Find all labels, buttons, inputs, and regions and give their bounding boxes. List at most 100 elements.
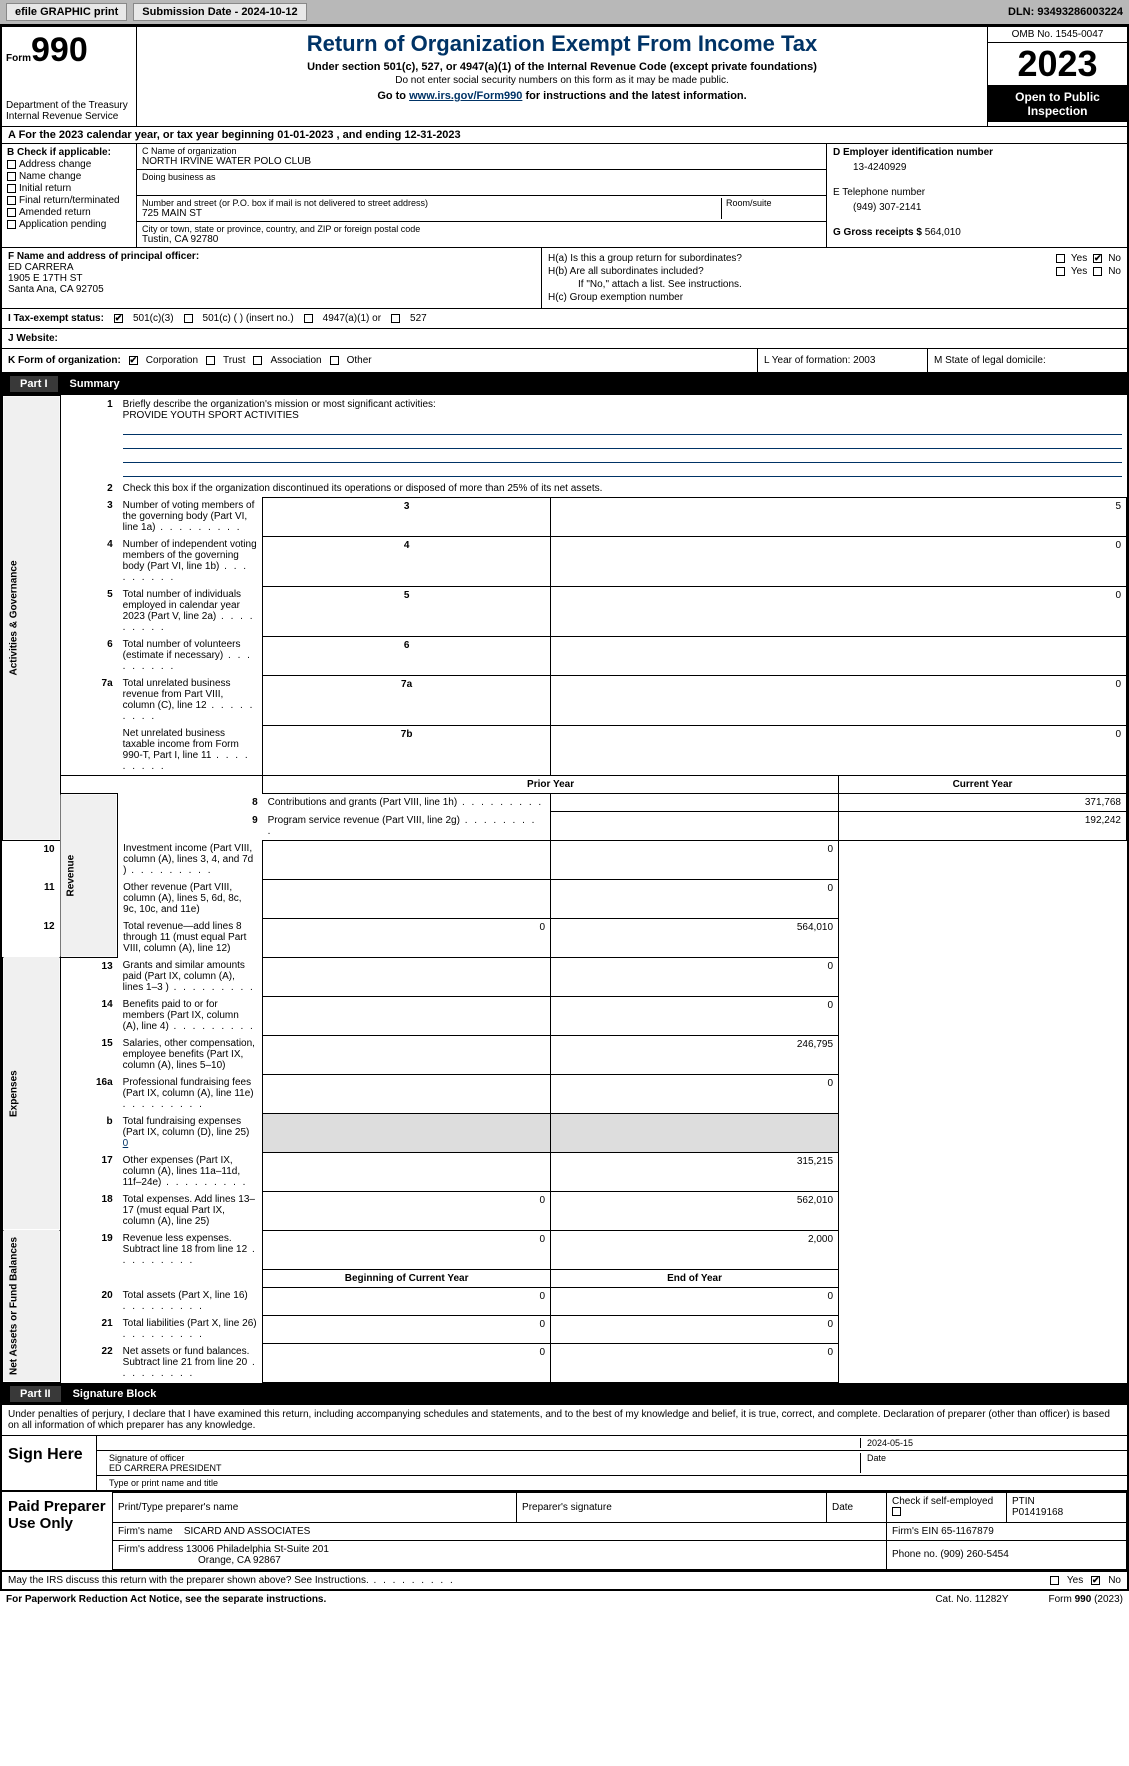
- org-name: NORTH IRVINE WATER POLO CLUB: [142, 156, 821, 167]
- checkbox-icon: [7, 196, 16, 205]
- val-21-cur: 0: [551, 1315, 839, 1343]
- form-990-number: 990: [31, 31, 88, 69]
- goto-prefix: Go to: [377, 90, 409, 102]
- l16b-text: Total fundraising expenses (Part IX, col…: [123, 1116, 250, 1138]
- chk-label: Application pending: [19, 219, 106, 230]
- header-center: Return of Organization Exempt From Incom…: [137, 27, 987, 126]
- chk-amended-return[interactable]: Amended return: [7, 207, 131, 218]
- period-begin: 01-01-2023: [277, 129, 333, 141]
- form-title: Return of Organization Exempt From Incom…: [145, 31, 979, 57]
- chk-initial-return[interactable]: Initial return: [7, 183, 131, 194]
- chk-label: Address change: [19, 159, 91, 170]
- chk-address-change[interactable]: Address change: [7, 159, 131, 170]
- officer-label: F Name and address of principal officer:: [8, 251, 535, 262]
- line-num: 3: [60, 497, 118, 536]
- line-22: Net assets or fund balances. Subtract li…: [118, 1343, 263, 1382]
- checkbox-icon[interactable]: [206, 356, 215, 365]
- chk-final-return[interactable]: Final return/terminated: [7, 195, 131, 206]
- val-10-prior: [263, 840, 551, 879]
- sig-name-row: Type or print name and title: [97, 1476, 1127, 1490]
- line-num: 16a: [60, 1074, 118, 1113]
- val-14-cur: 0: [551, 996, 839, 1035]
- assoc-label: Association: [270, 355, 321, 366]
- form-header: Form990 Department of the Treasury Inter…: [2, 27, 1127, 127]
- checkbox-icon[interactable]: [1093, 267, 1102, 276]
- checkbox-icon[interactable]: [1050, 1576, 1059, 1585]
- val-18-prior: 0: [263, 1191, 551, 1230]
- no-label: No: [1108, 1575, 1121, 1586]
- checkbox-icon[interactable]: [391, 314, 400, 323]
- checkbox-icon[interactable]: [304, 314, 313, 323]
- val-20-cur: 0: [551, 1287, 839, 1315]
- checkbox-checked-icon[interactable]: [1093, 254, 1102, 263]
- val-11-cur: 0: [551, 879, 839, 918]
- checkbox-icon[interactable]: [892, 1507, 901, 1516]
- chk-app-pending[interactable]: Application pending: [7, 219, 131, 230]
- line-13: Grants and similar amounts paid (Part IX…: [118, 957, 263, 996]
- discuss-row: May the IRS discuss this return with the…: [2, 1571, 1127, 1589]
- street-label: Number and street (or P.O. box if mail i…: [142, 198, 721, 208]
- form-990-bold: 990: [1075, 1594, 1092, 1605]
- val-19-cur: 2,000: [551, 1230, 839, 1269]
- sign-here-label: Sign Here: [2, 1436, 97, 1490]
- val-7b: 0: [551, 725, 1127, 776]
- efile-print-button[interactable]: efile GRAPHIC print: [6, 3, 127, 21]
- val-13-cur: 0: [551, 957, 839, 996]
- val-16a-prior: [263, 1074, 551, 1113]
- gross-value: 564,010: [925, 227, 961, 238]
- year-formation: L Year of formation: 2003: [757, 349, 927, 372]
- checkbox-checked-icon[interactable]: [1091, 1576, 1100, 1585]
- line-5: Total number of individuals employed in …: [118, 586, 263, 636]
- val-12-prior: 0: [263, 918, 551, 957]
- mission-line: [123, 463, 1122, 477]
- blank: [118, 1269, 263, 1287]
- sign-right: 2024-05-15 Signature of officer ED CARRE…: [97, 1436, 1127, 1490]
- col-h: H(a) Is this a group return for subordin…: [542, 248, 1127, 308]
- preparer-row: Paid Preparer Use Only Print/Type prepar…: [2, 1492, 1127, 1571]
- hb-line: H(b) Are all subordinates included? Yes …: [548, 266, 1121, 277]
- line-19: Revenue less expenses. Subtract line 18 …: [118, 1230, 263, 1269]
- bottom-line: For Paperwork Reduction Act Notice, see …: [0, 1591, 1129, 1608]
- checkbox-icon[interactable]: [330, 356, 339, 365]
- 527-label: 527: [410, 313, 427, 324]
- line-num: 11: [3, 879, 61, 918]
- checkbox-checked-icon[interactable]: [114, 314, 123, 323]
- city-label: City or town, state or province, country…: [142, 224, 821, 234]
- checkbox-checked-icon[interactable]: [129, 356, 138, 365]
- line-num: 6: [60, 636, 118, 675]
- line-num: 21: [60, 1315, 118, 1343]
- checkbox-icon: [7, 172, 16, 181]
- line-18: Total expenses. Add lines 13–17 (must eq…: [118, 1191, 263, 1230]
- preparer-label: Paid Preparer Use Only: [2, 1492, 112, 1570]
- line-7a: Total unrelated business revenue from Pa…: [118, 675, 263, 725]
- irs-form990-link[interactable]: www.irs.gov/Form990: [409, 90, 522, 102]
- line-2: Check this box if the organization disco…: [118, 480, 1127, 498]
- k-left: K Form of organization: Corporation Trus…: [2, 349, 757, 372]
- firm-phone: (909) 260-5454: [940, 1549, 1008, 1560]
- val-18-cur: 562,010: [551, 1191, 839, 1230]
- val-22-prior: 0: [263, 1343, 551, 1382]
- checkbox-icon[interactable]: [253, 356, 262, 365]
- form-word: Form: [6, 53, 31, 64]
- checkbox-icon[interactable]: [1056, 254, 1065, 263]
- l16b-val[interactable]: 0: [123, 1138, 129, 1149]
- phone-label: E Telephone number: [833, 187, 1121, 198]
- firm-addr-label: Firm's address: [118, 1544, 183, 1555]
- sig-officer-label: Signature of officer: [109, 1453, 854, 1463]
- chk-label: Final return/terminated: [19, 195, 120, 206]
- chk-label: Initial return: [19, 183, 71, 194]
- checkbox-icon[interactable]: [184, 314, 193, 323]
- val-15-cur: 246,795: [551, 1035, 839, 1074]
- line-21: Total liabilities (Part X, line 26): [118, 1315, 263, 1343]
- sig-date-row: 2024-05-15: [97, 1436, 1127, 1451]
- gross-receipts: G Gross receipts $ 564,010: [833, 227, 1121, 238]
- line-num: b: [60, 1113, 118, 1152]
- form-subtitle: Under section 501(c), 527, or 4947(a)(1)…: [145, 61, 979, 73]
- checkbox-icon[interactable]: [1056, 267, 1065, 276]
- website-row: J Website:: [2, 329, 1127, 349]
- period-end: 12-31-2023: [404, 129, 460, 141]
- side-activities: Activities & Governance: [3, 396, 61, 841]
- shaded-cell: [551, 1113, 839, 1152]
- chk-name-change[interactable]: Name change: [7, 171, 131, 182]
- sig-officer-name: ED CARRERA PRESIDENT: [109, 1463, 854, 1473]
